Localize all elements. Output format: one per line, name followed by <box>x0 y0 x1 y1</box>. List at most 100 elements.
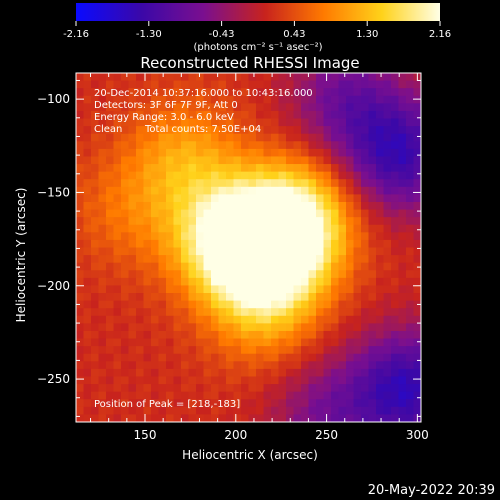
heatmap-cell <box>98 164 107 173</box>
heatmap-cell <box>211 103 220 112</box>
x-axis-label: Heliocentric X (arcsec) <box>182 448 318 462</box>
heatmap-cell <box>293 384 302 393</box>
heatmap-cell <box>91 330 100 340</box>
heatmap-cell <box>136 277 145 287</box>
heatmap-cell <box>383 224 392 233</box>
heatmap-cell <box>173 285 182 294</box>
heatmap-cell <box>383 300 392 309</box>
heatmap-cell <box>256 270 265 279</box>
heatmap-cell <box>346 88 355 97</box>
heatmap-cell <box>106 376 115 385</box>
heatmap-cell <box>406 270 415 279</box>
heatmap-cell <box>278 285 287 294</box>
heatmap-cell <box>353 73 362 82</box>
heatmap-cell <box>121 148 130 158</box>
heatmap-cell <box>233 209 242 218</box>
heatmap-cell <box>218 110 227 120</box>
heatmap-cell <box>83 315 92 324</box>
heatmap-cell <box>143 239 152 249</box>
heatmap-cell <box>113 201 122 211</box>
heatmap-cell <box>308 148 317 158</box>
heatmap-cell <box>383 141 392 150</box>
heatmap-cell <box>301 95 310 104</box>
heatmap-cell <box>241 148 250 158</box>
heatmap-cell <box>391 262 400 271</box>
heatmap-cell <box>316 141 325 150</box>
heatmap-cell <box>413 179 421 188</box>
heatmap-cell <box>293 308 302 317</box>
heatmap-cell <box>413 330 421 340</box>
heatmap-cell <box>241 323 250 332</box>
heatmap-cell <box>136 171 145 180</box>
heatmap-cell <box>173 171 182 180</box>
heatmap-cell <box>128 103 137 112</box>
heatmap-cell <box>398 201 407 211</box>
heatmap-cell <box>316 224 325 233</box>
heatmap-cell <box>383 156 392 165</box>
heatmap-cell <box>98 186 107 195</box>
heatmap-cell <box>368 247 377 256</box>
heatmap-cell <box>353 148 362 158</box>
heatmap-cell <box>293 103 302 112</box>
heatmap-cell <box>293 95 302 104</box>
heatmap-cell <box>151 323 160 332</box>
heatmap-cell <box>248 262 257 271</box>
heatmap-cell <box>398 323 407 332</box>
heatmap-cell <box>151 217 160 226</box>
heatmap-cell <box>98 118 107 127</box>
heatmap-cell <box>98 133 107 142</box>
heatmap-cell <box>113 368 122 378</box>
heatmap-cell <box>173 300 182 309</box>
heatmap-cell <box>413 201 421 211</box>
heatmap-cell <box>301 224 310 233</box>
heatmap-cell <box>136 262 145 271</box>
heatmap-cell <box>293 156 302 165</box>
heatmap-cell <box>376 285 385 294</box>
heatmap-cell <box>308 376 317 385</box>
heatmap-cell <box>136 300 145 309</box>
heatmap-cell <box>376 73 385 82</box>
heatmap-cell <box>376 414 385 422</box>
heatmap-cell <box>218 406 227 416</box>
heatmap-cell <box>218 88 227 97</box>
heatmap-cell <box>256 406 265 416</box>
heatmap-cell <box>406 406 415 416</box>
heatmap-cell <box>286 239 295 249</box>
heatmap-cell <box>263 338 272 347</box>
heatmap-cell <box>383 406 392 416</box>
heatmap-cell <box>121 201 130 211</box>
heatmap-cell <box>181 247 190 256</box>
heatmap-cell <box>376 141 385 150</box>
heatmap-cell <box>196 217 205 226</box>
heatmap-cell <box>391 194 400 203</box>
heatmap-cell <box>383 148 392 158</box>
heatmap-cell <box>376 270 385 279</box>
heatmap-cell <box>338 232 347 241</box>
heatmap-cell <box>136 88 145 97</box>
heatmap-cell <box>346 353 355 362</box>
heatmap-cell <box>353 315 362 324</box>
heatmap-cell <box>286 88 295 97</box>
heatmap-cell <box>323 255 332 264</box>
heatmap-cell <box>316 414 325 422</box>
heatmap-cell <box>113 255 122 264</box>
heatmap-cell <box>181 376 190 385</box>
heatmap-cell <box>113 118 122 127</box>
heatmap-cell <box>316 399 325 408</box>
heatmap-cell <box>248 300 257 309</box>
heatmap-cell <box>308 285 317 294</box>
heatmap-cell <box>331 239 340 249</box>
heatmap-cell <box>106 346 115 355</box>
heatmap-cell <box>271 118 280 127</box>
heatmap-cell <box>121 330 130 340</box>
heatmap-cell <box>91 133 100 142</box>
heatmap-cell <box>166 80 175 89</box>
heatmap-cell <box>128 399 137 408</box>
heatmap-cell <box>211 118 220 127</box>
heatmap-cell <box>218 141 227 150</box>
heatmap-cell <box>413 80 421 89</box>
heatmap-cell <box>136 110 145 120</box>
heatmap-cell <box>128 368 137 378</box>
heatmap-cell <box>76 80 85 89</box>
heatmap-cell <box>361 141 370 150</box>
